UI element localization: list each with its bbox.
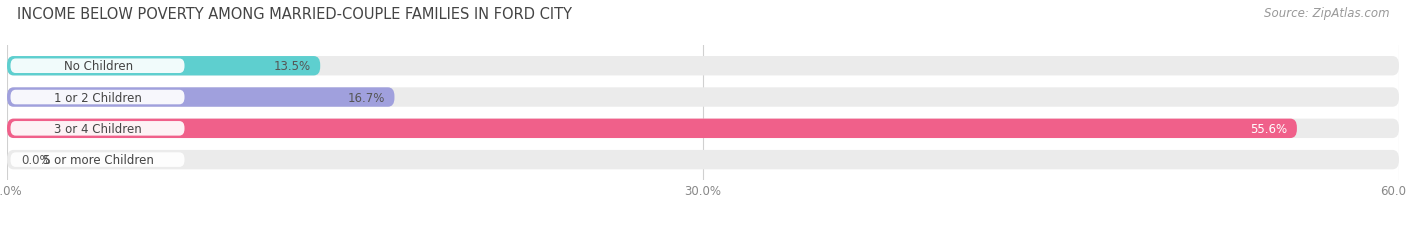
FancyBboxPatch shape [7,57,1399,76]
Text: No Children: No Children [63,60,132,73]
FancyBboxPatch shape [7,150,1399,170]
FancyBboxPatch shape [7,88,395,107]
FancyBboxPatch shape [10,153,184,167]
FancyBboxPatch shape [10,90,184,105]
FancyBboxPatch shape [10,122,184,136]
Text: INCOME BELOW POVERTY AMONG MARRIED-COUPLE FAMILIES IN FORD CITY: INCOME BELOW POVERTY AMONG MARRIED-COUPL… [17,7,572,22]
FancyBboxPatch shape [7,119,1296,138]
FancyBboxPatch shape [7,88,1399,107]
Text: 1 or 2 Children: 1 or 2 Children [55,91,142,104]
FancyBboxPatch shape [10,59,184,74]
FancyBboxPatch shape [7,57,321,76]
Text: 13.5%: 13.5% [274,60,311,73]
FancyBboxPatch shape [7,119,1399,138]
Text: 16.7%: 16.7% [347,91,385,104]
Text: Source: ZipAtlas.com: Source: ZipAtlas.com [1264,7,1389,20]
Text: 3 or 4 Children: 3 or 4 Children [55,122,142,135]
Text: 5 or more Children: 5 or more Children [42,153,153,166]
Text: 55.6%: 55.6% [1250,122,1288,135]
Text: 0.0%: 0.0% [21,153,51,166]
